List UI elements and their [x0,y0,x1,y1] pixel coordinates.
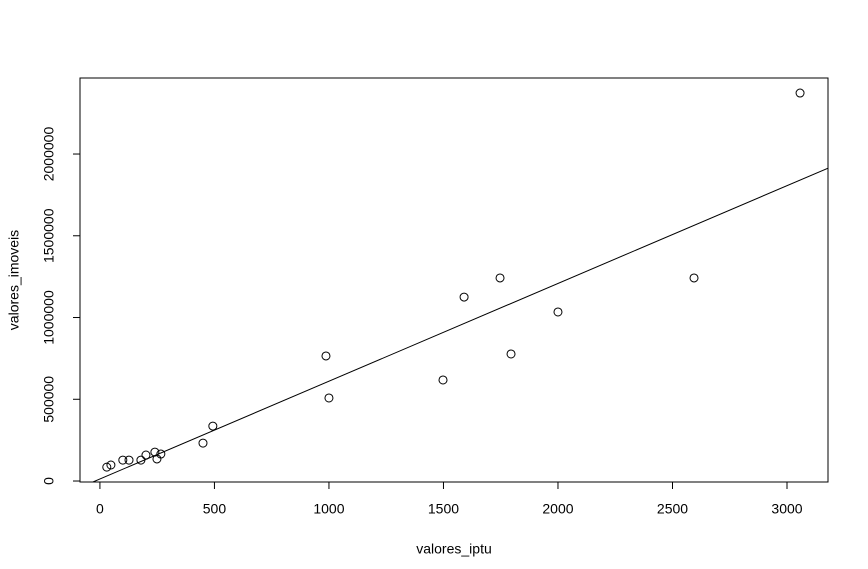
point [208,421,218,431]
y-tick-label: 0 [41,477,57,485]
x-tick-label: 1500 [428,501,459,517]
point [689,273,699,283]
regression-line-clip [91,167,828,482]
x-tick-label: 0 [96,501,104,517]
point [102,462,112,472]
regression-line [91,167,828,482]
point [324,393,334,403]
point [321,351,331,361]
y-axis-label: valores_imoveis [6,230,22,330]
point [495,273,505,283]
x-tick-label: 500 [203,501,227,517]
point [506,349,516,359]
point [118,455,128,465]
point [438,375,448,385]
y-tick-label: 500000 [41,376,57,423]
point [553,307,563,317]
plot-box [79,77,829,483]
point [198,438,208,448]
point [795,88,805,98]
point [156,449,166,459]
x-tick-label: 2000 [542,501,573,517]
x-tick-label: 3000 [771,501,802,517]
x-tick-label: 1000 [313,501,344,517]
y-tick-label: 2000000 [41,127,57,182]
point [150,447,160,457]
point [459,292,469,302]
x-tick-label: 2500 [657,501,688,517]
x-axis-label: valores_iptu [416,541,492,557]
point [106,460,116,470]
y-tick-label: 1000000 [41,290,57,345]
y-tick-label: 1500000 [41,208,57,263]
point [124,455,134,465]
